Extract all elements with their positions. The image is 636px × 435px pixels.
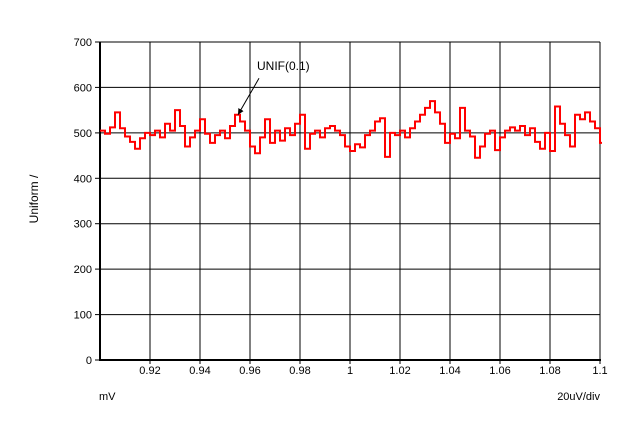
svg-text:0.98: 0.98 <box>289 365 310 377</box>
svg-text:100: 100 <box>74 310 92 322</box>
x-axis-unit-label: mV <box>99 391 116 403</box>
svg-text:200: 200 <box>74 264 92 276</box>
annotation-arrow <box>237 78 260 115</box>
trace-annotation-label: UNIF(0.1) <box>257 59 310 73</box>
svg-text:300: 300 <box>74 219 92 231</box>
x-tick-labels: 0.92 0.94 0.96 0.98 1 1.02 1.04 1.06 1.08 1.1 <box>139 365 607 377</box>
x-axis-div-label: 20uV/div <box>557 391 600 403</box>
svg-text:400: 400 <box>74 173 92 185</box>
svg-text:1.08: 1.08 <box>539 365 560 377</box>
svg-text:1.04: 1.04 <box>439 365 460 377</box>
y-tick-labels: 0 100 200 300 400 500 600 700 <box>74 37 92 367</box>
svg-text:0.92: 0.92 <box>139 365 160 377</box>
svg-text:700: 700 <box>74 37 92 49</box>
svg-text:0.96: 0.96 <box>239 365 260 377</box>
y-axis-label: Uniform / <box>27 174 41 224</box>
svg-text:500: 500 <box>74 128 92 140</box>
noise-trace <box>100 100 602 159</box>
axes <box>99 42 601 361</box>
svg-text:1.06: 1.06 <box>489 365 510 377</box>
svg-text:600: 600 <box>74 82 92 94</box>
svg-text:1.02: 1.02 <box>389 365 410 377</box>
svg-text:1: 1 <box>347 365 353 377</box>
svg-text:0.94: 0.94 <box>189 365 210 377</box>
grid-lines <box>95 41 601 364</box>
svg-text:1.1: 1.1 <box>592 365 607 377</box>
svg-text:0: 0 <box>86 355 92 367</box>
